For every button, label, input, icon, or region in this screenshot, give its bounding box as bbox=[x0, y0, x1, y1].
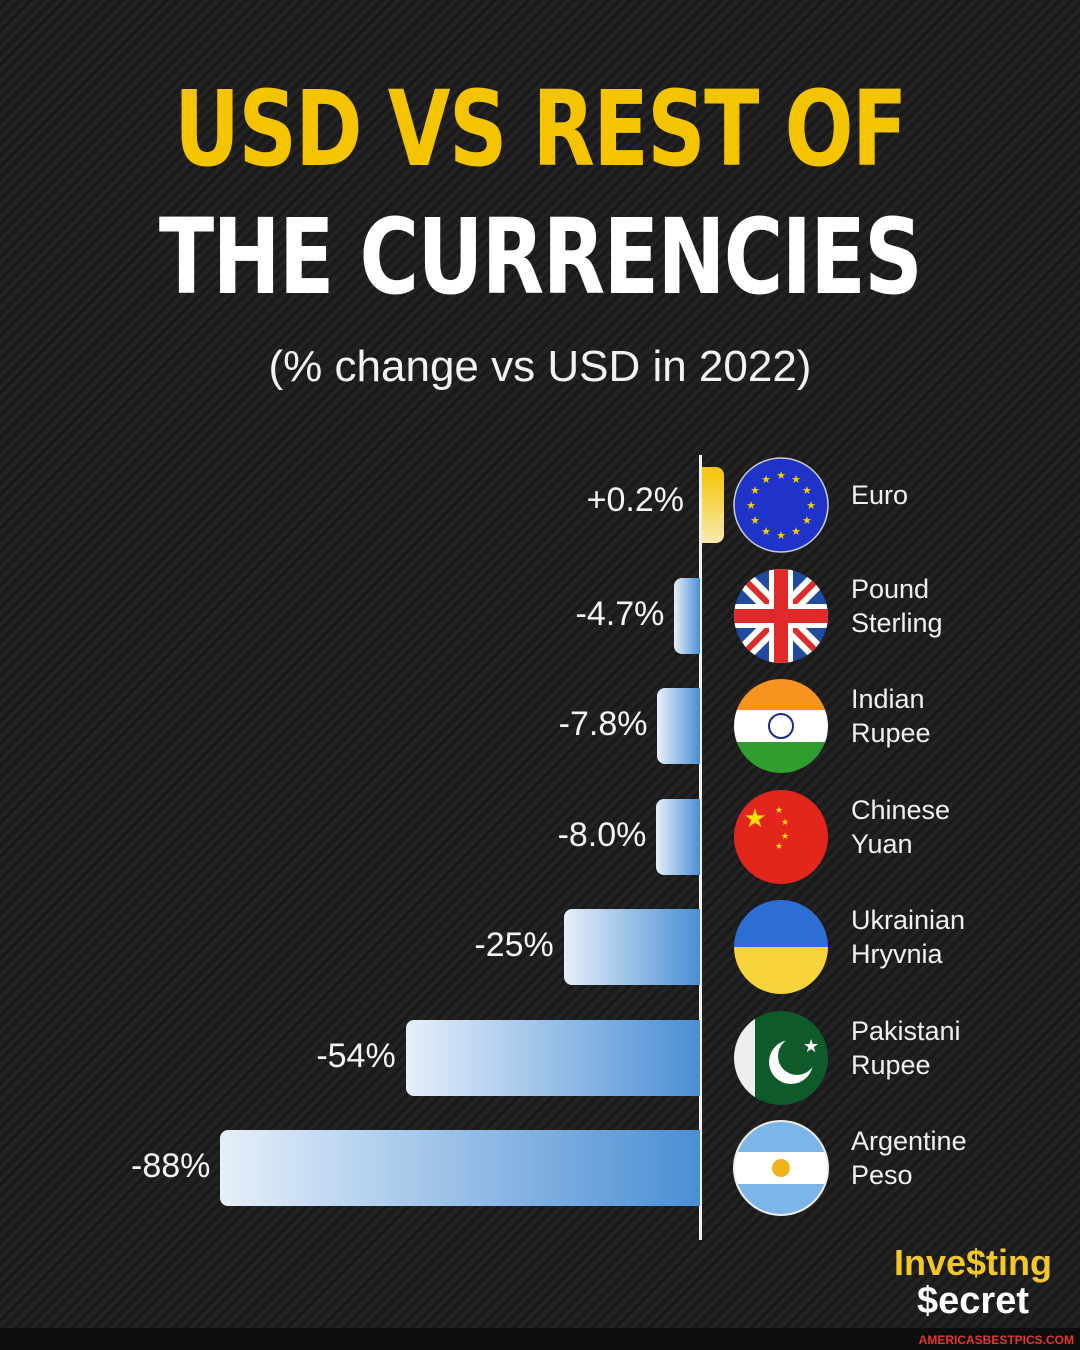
svg-text:★: ★ bbox=[750, 485, 760, 497]
argentina-flag-icon bbox=[733, 1120, 829, 1216]
bar-1 bbox=[674, 577, 700, 654]
title-line-1: USD VS REST OF bbox=[174, 68, 907, 190]
footer-bar: AMERICASBESTPICS.COM bbox=[0, 1328, 1080, 1350]
uk-flag-icon bbox=[734, 568, 828, 663]
title-line-2: THE CURRENCIES bbox=[158, 196, 923, 318]
currency-label-6: Argentine Peso bbox=[851, 1126, 967, 1190]
svg-text:★: ★ bbox=[761, 526, 771, 538]
value-label-0: +0.2% bbox=[586, 481, 684, 519]
bar-0 bbox=[702, 467, 724, 543]
value-label-3: -8.0% bbox=[557, 815, 647, 854]
currency-label-3: Chinese Yuan bbox=[851, 794, 951, 859]
svg-text:★: ★ bbox=[781, 817, 789, 827]
value-label-4: -25% bbox=[474, 926, 554, 964]
zero-axis bbox=[699, 455, 702, 1240]
logo-line-2: $ecret bbox=[917, 1280, 1029, 1322]
value-label-5: -54% bbox=[316, 1036, 396, 1075]
svg-text:★: ★ bbox=[776, 530, 786, 542]
ukraine-flag-icon bbox=[734, 900, 828, 994]
bar-2 bbox=[657, 688, 700, 764]
svg-text:★: ★ bbox=[743, 803, 766, 833]
bar-4 bbox=[563, 909, 700, 985]
currency-label-5: Pakistani Rupee bbox=[851, 1015, 961, 1080]
svg-text:★: ★ bbox=[746, 500, 756, 512]
currency-label-2: Indian Rupee bbox=[851, 684, 931, 748]
svg-text:★: ★ bbox=[802, 515, 812, 527]
svg-text:★: ★ bbox=[803, 1036, 819, 1056]
svg-text:★: ★ bbox=[775, 805, 783, 815]
china-flag-icon: ★ ★★★★ bbox=[734, 789, 828, 884]
logo-line-1: Inve$ting bbox=[893, 1242, 1053, 1283]
pakistan-flag-icon: ★ bbox=[734, 1010, 828, 1105]
eu-flag-icon: ★ ★★★★★★★★★★★ bbox=[733, 457, 829, 553]
svg-text:★: ★ bbox=[775, 841, 783, 851]
india-flag-icon bbox=[734, 679, 828, 773]
currency-label-0: Euro bbox=[851, 480, 909, 510]
value-label-2: -7.8% bbox=[558, 705, 648, 743]
watermark: AMERICASBESTPICS.COM bbox=[918, 1333, 1074, 1347]
logo: Inve$ting $ecret bbox=[893, 1242, 1053, 1322]
subtitle: (% change vs USD in 2022) bbox=[268, 342, 812, 391]
svg-text:★: ★ bbox=[791, 526, 801, 538]
svg-text:★: ★ bbox=[791, 474, 801, 486]
currency-label-1: Pound Sterling bbox=[851, 573, 943, 638]
value-label-1: -4.7% bbox=[575, 594, 665, 633]
svg-text:★: ★ bbox=[806, 500, 816, 512]
svg-text:★: ★ bbox=[776, 470, 786, 482]
bar-5 bbox=[405, 1019, 700, 1096]
currency-label-4: Ukrainian Hryvnia bbox=[851, 905, 966, 969]
svg-text:★: ★ bbox=[761, 474, 771, 486]
value-label-6: -88% bbox=[131, 1147, 211, 1185]
svg-text:★: ★ bbox=[750, 515, 760, 527]
bar-3 bbox=[656, 798, 700, 875]
svg-text:★: ★ bbox=[781, 831, 789, 841]
bar-6 bbox=[220, 1130, 700, 1206]
svg-text:★: ★ bbox=[802, 485, 812, 497]
